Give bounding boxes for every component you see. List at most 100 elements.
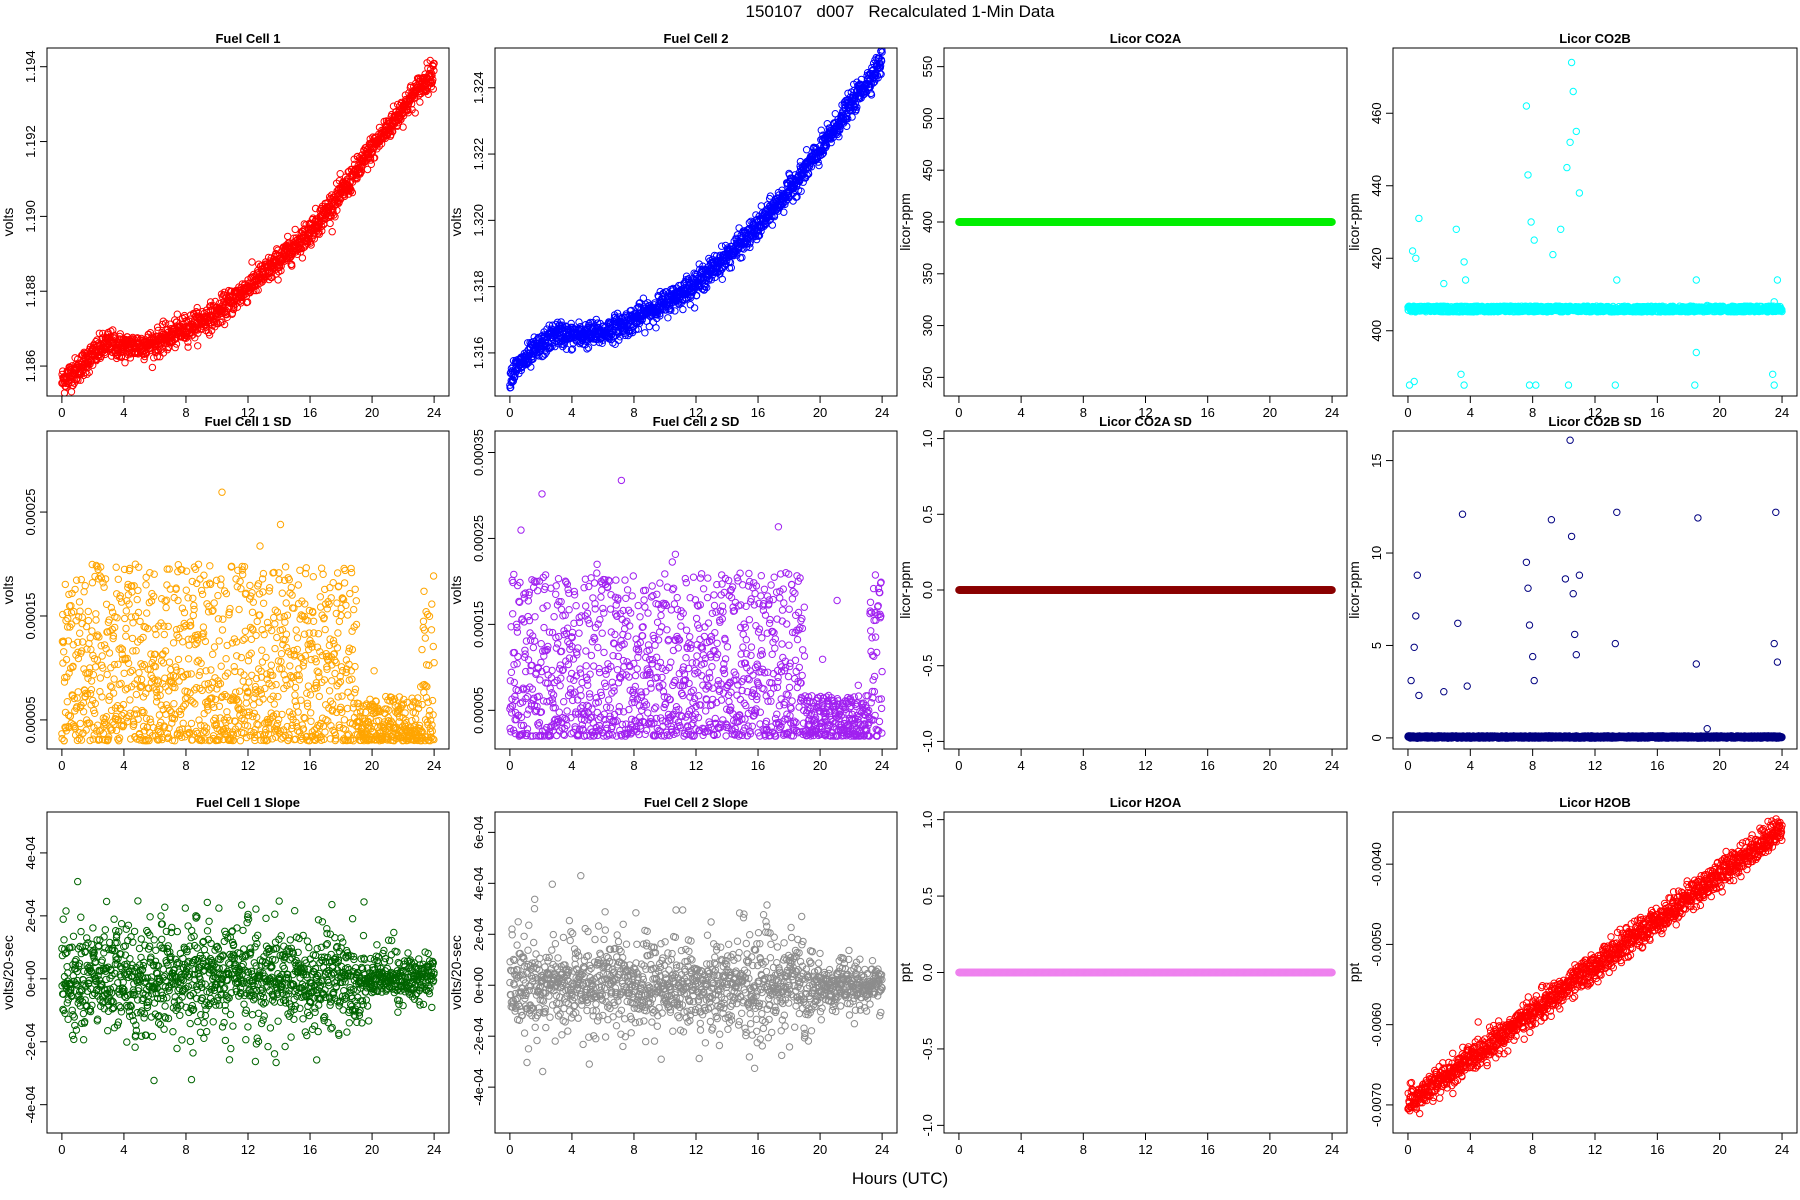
data-point: [184, 343, 192, 351]
data-point: [718, 275, 726, 283]
y-tick-label: 420: [1369, 247, 1384, 269]
data-point: [164, 343, 172, 352]
data-point: [799, 178, 807, 186]
y-tick-label: 460: [1369, 102, 1384, 124]
data-point: [363, 165, 372, 174]
data-point: [411, 109, 419, 117]
data-point: [148, 363, 157, 372]
y-tick-label: 300: [920, 315, 935, 337]
data-point: [161, 319, 170, 327]
data-point: [692, 291, 701, 300]
data-point: [695, 260, 703, 268]
data-point: [802, 146, 811, 154]
data-point: [288, 262, 296, 270]
data-point: [568, 345, 577, 353]
data-point: [326, 219, 334, 228]
data-point: [364, 149, 373, 157]
data-point: [399, 123, 407, 131]
data-point: [430, 67, 438, 75]
y-axis-label: volts: [448, 208, 464, 237]
data-point: [878, 48, 886, 56]
y-tick-label: 1.318: [471, 270, 486, 303]
data-point: [679, 305, 687, 314]
data-point: [311, 204, 320, 213]
data-point: [274, 276, 282, 284]
data-point: [746, 243, 754, 252]
data-point: [296, 244, 305, 252]
data-point: [173, 310, 182, 318]
x-tick-label: 8: [182, 405, 189, 420]
data-point: [507, 383, 515, 392]
data-point: [877, 70, 885, 78]
data-point: [844, 115, 852, 123]
x-tick-label: 4: [120, 405, 127, 420]
y-tick-label: 1.320: [471, 204, 486, 237]
y-axis-label: licor-ppm: [1346, 193, 1362, 251]
x-tick-label: 4: [1018, 405, 1025, 420]
x-tick-label: 24: [875, 405, 889, 420]
plot-frame: [46, 47, 450, 397]
data-point: [818, 150, 827, 159]
data-point: [218, 318, 226, 326]
data-point: [72, 375, 81, 384]
x-tick-label: 0: [506, 405, 513, 420]
panel-title: Fuel Cell 1: [215, 31, 280, 46]
data-point: [333, 206, 341, 215]
data-point: [742, 238, 750, 246]
data-point: [348, 188, 357, 197]
data-point: [123, 333, 132, 341]
data-point: [389, 127, 397, 136]
y-tick-label: 250: [920, 367, 935, 389]
data-point: [726, 258, 735, 267]
x-tick-label: 16: [1650, 405, 1664, 420]
y-tick-label: 400: [920, 211, 935, 233]
data-point: [686, 301, 695, 309]
data-point: [336, 170, 344, 178]
data-point: [583, 345, 591, 353]
x-tick-label: 12: [689, 405, 703, 420]
data-point: [171, 343, 179, 352]
data-point: [752, 211, 760, 219]
data-point: [853, 103, 861, 111]
y-tick-label: 550: [920, 56, 935, 78]
data-point: [586, 318, 594, 327]
y-tick-label: 1.322: [471, 138, 486, 171]
data-point: [584, 344, 593, 352]
data-point: [184, 338, 192, 346]
x-tick-label: 20: [365, 405, 379, 420]
data-point: [592, 315, 600, 324]
data-point: [1328, 218, 1336, 226]
plot-frame: [943, 47, 1348, 397]
data-point: [598, 339, 606, 347]
data-point: [575, 318, 583, 326]
data-point: [827, 138, 835, 147]
data-point: [129, 333, 137, 342]
data-points: [58, 56, 438, 396]
data-point: [310, 235, 318, 243]
x-tick-label: 20: [1712, 405, 1726, 420]
data-point: [416, 98, 424, 106]
data-point: [429, 85, 437, 93]
y-tick-label: 1.194: [23, 50, 38, 83]
data-point: [85, 368, 94, 376]
data-point: [797, 187, 805, 195]
x-tick-label: 16: [1200, 405, 1214, 420]
x-tick-label: 8: [1529, 405, 1536, 420]
data-point: [430, 59, 438, 68]
x-tick-label: 4: [1467, 405, 1474, 420]
data-point: [220, 320, 229, 329]
x-tick-label: 4: [568, 405, 575, 420]
y-tick-label: 1.324: [471, 71, 486, 104]
data-points: [506, 48, 886, 392]
y-axis-label: volts: [0, 208, 16, 237]
data-point: [77, 370, 86, 378]
data-point: [193, 303, 201, 312]
data-point: [254, 286, 262, 294]
x-tick-label: 8: [630, 405, 637, 420]
y-tick-label: 440: [1369, 175, 1384, 197]
data-point: [375, 142, 383, 150]
